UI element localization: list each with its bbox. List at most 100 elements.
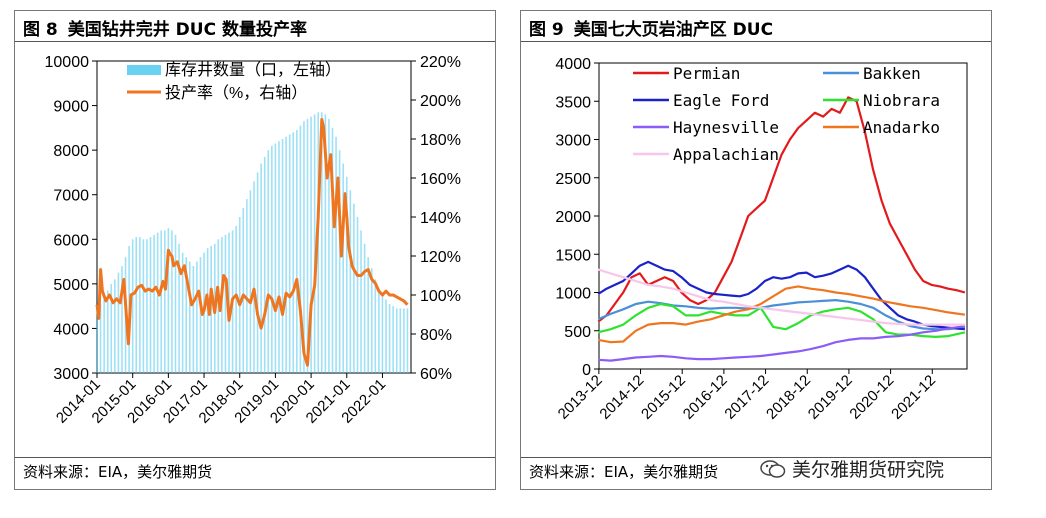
right-chart-y-tick-label: 2500 (555, 171, 591, 188)
duc-bar (103, 297, 105, 373)
right-chart-x-tick-label: 2013-12 (555, 372, 606, 423)
right-bottom-rule (521, 457, 991, 458)
duc-bar (174, 234, 177, 373)
duc-bar (121, 266, 123, 373)
duc-bar (139, 237, 141, 373)
duc-bar (310, 116, 312, 373)
left-y-tick-label: 4000 (53, 321, 89, 338)
duc-bar (274, 143, 277, 373)
right-chart-x-tick-label: 2015-12 (638, 372, 689, 423)
left-chart-source: 资料来源：EIA，美尔雅期货 (23, 463, 213, 481)
watermark-text: 美尔雅期货研究院 (792, 459, 945, 481)
series-line-appalachian (597, 268, 965, 326)
duc-bar (367, 257, 369, 373)
left-chart-fig-num: 图 8 (23, 20, 58, 40)
series-line-niobrara (597, 302, 966, 338)
duc-bar (260, 163, 262, 373)
duc-bar (249, 190, 252, 373)
duc-bar (256, 172, 259, 373)
legend-label: Bakken (863, 64, 921, 83)
series-line-permian (597, 96, 966, 323)
right-chart-title: 图 9 美国七大页岩油产区 DUC (529, 15, 773, 40)
left-y-tick-label: 6000 (53, 232, 89, 249)
duc-bar (328, 118, 330, 373)
right-chart-x-tick-label: 2021-12 (888, 372, 939, 423)
duc-bar (263, 156, 266, 373)
right-chart-y-tick-label: 500 (564, 324, 591, 341)
duc-bar (149, 237, 152, 373)
duc-bar (338, 150, 341, 373)
duc-bar (360, 230, 362, 373)
duc-bar (399, 308, 402, 373)
right-y-tick-label: 220% (420, 54, 461, 71)
series-line-bakken (597, 299, 966, 331)
duc-bar (235, 225, 237, 373)
legend-label: Eagle Ford (673, 91, 769, 110)
duc-bar (153, 234, 155, 373)
duc-bar (188, 261, 191, 373)
legend-label: Permian (673, 64, 740, 83)
duc-bar (381, 295, 384, 373)
duc-bar (142, 239, 145, 373)
duc-bar (296, 130, 298, 373)
duc-bar (353, 203, 355, 373)
duc-bar (224, 234, 227, 373)
duc-bar (135, 237, 138, 373)
duc-bar (242, 208, 245, 373)
duc-bar (356, 217, 359, 373)
duc-bar (181, 252, 184, 373)
duc-bar (110, 283, 113, 373)
duc-bar (306, 118, 309, 373)
duc-bar (313, 114, 316, 373)
duc-bar (278, 141, 280, 373)
duc-bar (156, 232, 159, 373)
duc-bar (163, 230, 166, 373)
left-chart-title-text: 美国钻井完井 DUC 数量投产率 (67, 20, 307, 40)
right-chart-x-tick-label: 2020-12 (846, 372, 897, 423)
duc-bar (335, 136, 337, 373)
right-y-tick-label: 100% (420, 288, 461, 305)
left-chart-panel: 图 8 美国钻井完井 DUC 数量投产率 3000 4000 5000 6000 7000… (14, 10, 496, 490)
right-chart-fig-num: 图 9 (529, 20, 564, 40)
duc-bar (342, 163, 345, 373)
duc-bar (288, 134, 291, 373)
legend-label: Haynesville (673, 118, 779, 137)
right-chart-source: 资料来源：EIA，美尔雅期货 (529, 463, 719, 481)
left-y-tick-label: 5000 (53, 277, 89, 294)
series-line-eagle-ford (597, 260, 965, 331)
right-chart-x-tick-label: 2018-12 (763, 372, 814, 423)
duc-bar (303, 121, 305, 374)
right-chart-title-text: 美国七大页岩油产区 DUC (573, 20, 774, 40)
duc-bar (403, 308, 405, 373)
left-y-tick-label: 8000 (53, 143, 89, 160)
duc-bar (117, 272, 120, 373)
left-y-tick-label: 3000 (53, 366, 89, 383)
right-chart-y-tick-label: 4000 (555, 56, 591, 73)
right-y-tick-label: 80% (420, 327, 452, 344)
legend-label: Niobrara (863, 91, 940, 110)
right-chart-x-tick-label: 2017-12 (721, 372, 772, 423)
left-y-tick-label: 9000 (53, 99, 89, 116)
duc-bar (167, 228, 170, 373)
left-chart-svg: 3000 4000 5000 6000 7000 8000 9000 10000 60% 80% 1… (45, 54, 461, 427)
legend-bar-label: 库存井数量（口，左轴） (165, 61, 341, 79)
left-y-tick-label: 7000 (53, 188, 89, 205)
duc-bar (324, 114, 327, 373)
right-chart-panel: 图 9 美国七大页岩油产区 DUC 0 500 1000 1500 2000 2500 300… (520, 10, 992, 490)
legend-label: Appalachian (673, 145, 779, 164)
right-chart-x-tick-label: 2019-12 (805, 372, 856, 423)
right-chart-y-tick-label: 3500 (555, 94, 591, 111)
duc-bar (146, 239, 148, 373)
duc-bar (178, 243, 180, 373)
legend-line-label: 投产率（%，右轴） (165, 84, 307, 102)
right-chart-y-tick-label: 0 (582, 362, 591, 379)
duc-bar (199, 257, 202, 373)
duc-bar (378, 288, 380, 373)
watermark: 美尔雅期货研究院 (760, 455, 944, 482)
series-line-anadarko (598, 285, 966, 344)
right-top-rule (521, 41, 991, 42)
duc-bar (246, 199, 248, 373)
legend-label: Anadarko (863, 118, 940, 137)
duc-bar (292, 132, 295, 373)
right-chart-y-tick-label: 2000 (555, 209, 591, 226)
